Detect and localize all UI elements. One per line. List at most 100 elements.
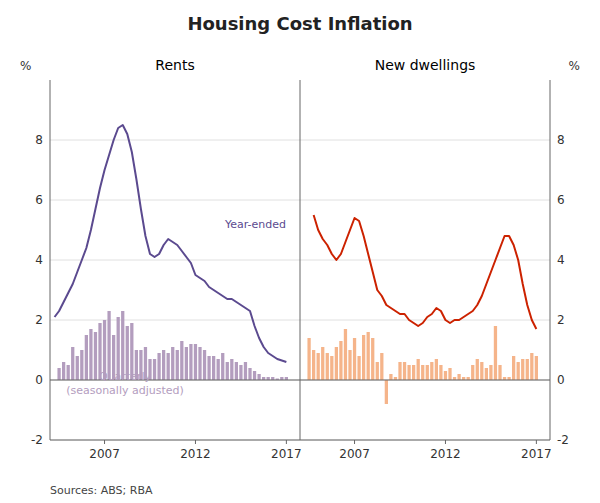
- bar: [339, 341, 342, 380]
- bar: [312, 350, 315, 380]
- y-axis-label: %: [569, 59, 580, 73]
- y-tick-label: 2: [557, 313, 565, 327]
- bar: [167, 353, 170, 380]
- x-axis-line: [300, 440, 550, 441]
- y-axis-line: [50, 80, 51, 440]
- bar: [257, 374, 260, 380]
- bar: [371, 338, 374, 380]
- bar: [194, 344, 197, 380]
- x-tick: [354, 440, 355, 444]
- bar: [85, 335, 88, 380]
- plot-area: [55, 125, 288, 380]
- zero-line: [50, 380, 300, 381]
- grid-line: [50, 440, 300, 441]
- panel-title: Rents: [155, 57, 194, 73]
- line: [314, 215, 537, 329]
- bar: [185, 347, 188, 380]
- bar: [457, 374, 460, 380]
- bar: [207, 356, 210, 380]
- bar: [76, 356, 79, 380]
- x-tick: [195, 440, 196, 444]
- bar: [435, 359, 438, 380]
- bar: [180, 341, 183, 380]
- bar: [494, 326, 497, 380]
- grid-line: [300, 200, 550, 201]
- bar: [326, 353, 329, 380]
- bar: [403, 362, 406, 380]
- annotation: Quarterly: [99, 370, 152, 383]
- bar: [412, 365, 415, 380]
- bar: [376, 362, 379, 380]
- panel-title: New dwellings: [375, 57, 476, 73]
- bar: [248, 368, 251, 380]
- grid-line: [300, 380, 550, 381]
- bar: [476, 359, 479, 380]
- bar: [198, 347, 201, 380]
- bar: [498, 365, 501, 380]
- y-tick-label: 8: [35, 133, 43, 147]
- y-tick-label: 6: [557, 193, 565, 207]
- panel: -202468200720122017Rents%Year-endedQuart…: [20, 57, 302, 461]
- bar: [489, 365, 492, 380]
- x-tick-label: 2007: [89, 447, 120, 461]
- bar: [330, 356, 333, 380]
- bar: [421, 365, 424, 380]
- bar: [239, 365, 242, 380]
- bar: [471, 365, 474, 380]
- bar: [344, 329, 347, 380]
- bar: [217, 359, 220, 380]
- bar: [430, 362, 433, 380]
- x-tick: [286, 440, 287, 444]
- grid-line: [50, 200, 300, 201]
- bar: [521, 359, 524, 380]
- bar: [526, 359, 529, 380]
- chart: Housing Cost Inflation Sources: ABS; RBA -…: [0, 0, 600, 503]
- grid-line: [300, 440, 550, 441]
- y-tick-label: 0: [557, 373, 565, 387]
- bar: [426, 365, 429, 380]
- bar: [212, 356, 215, 380]
- bar: [535, 356, 538, 380]
- x-tick-label: 2012: [430, 447, 461, 461]
- panel: -202468200720122017New dwellings%: [300, 57, 580, 461]
- bar: [94, 332, 97, 380]
- y-tick-label: -2: [557, 433, 569, 447]
- y-tick-label: 8: [557, 133, 565, 147]
- bar: [203, 350, 206, 380]
- plot-area: [307, 215, 538, 404]
- bar: [407, 365, 410, 380]
- bar: [417, 359, 420, 380]
- zero-line: [300, 380, 550, 381]
- bar: [444, 371, 447, 380]
- bar: [321, 347, 324, 380]
- grid-line: [50, 260, 300, 261]
- bar: [157, 353, 160, 380]
- bar: [162, 350, 165, 380]
- x-tick-label: 2012: [180, 447, 211, 461]
- bar: [517, 362, 520, 380]
- chart-title: Housing Cost Inflation: [187, 13, 412, 34]
- x-tick-label: 2017: [521, 447, 552, 461]
- y-tick-label: 2: [35, 313, 43, 327]
- x-tick-label: 2017: [271, 447, 302, 461]
- grid-line: [300, 140, 550, 141]
- y-tick-label: -2: [31, 433, 43, 447]
- bar: [221, 353, 224, 380]
- bar: [253, 371, 256, 380]
- bar: [389, 374, 392, 380]
- x-tick: [536, 440, 537, 444]
- bar: [189, 344, 192, 380]
- bar: [485, 368, 488, 380]
- x-tick: [445, 440, 446, 444]
- y-axis-line: [550, 80, 551, 440]
- y-tick-label: 6: [35, 193, 43, 207]
- bar: [357, 356, 360, 380]
- bar: [235, 362, 238, 380]
- source-note: Sources: ABS; RBA: [50, 484, 153, 497]
- grid-line: [50, 140, 300, 141]
- bar: [380, 353, 383, 380]
- line: [55, 125, 287, 362]
- bar: [512, 356, 515, 380]
- bar: [317, 353, 320, 380]
- bar: [57, 368, 60, 380]
